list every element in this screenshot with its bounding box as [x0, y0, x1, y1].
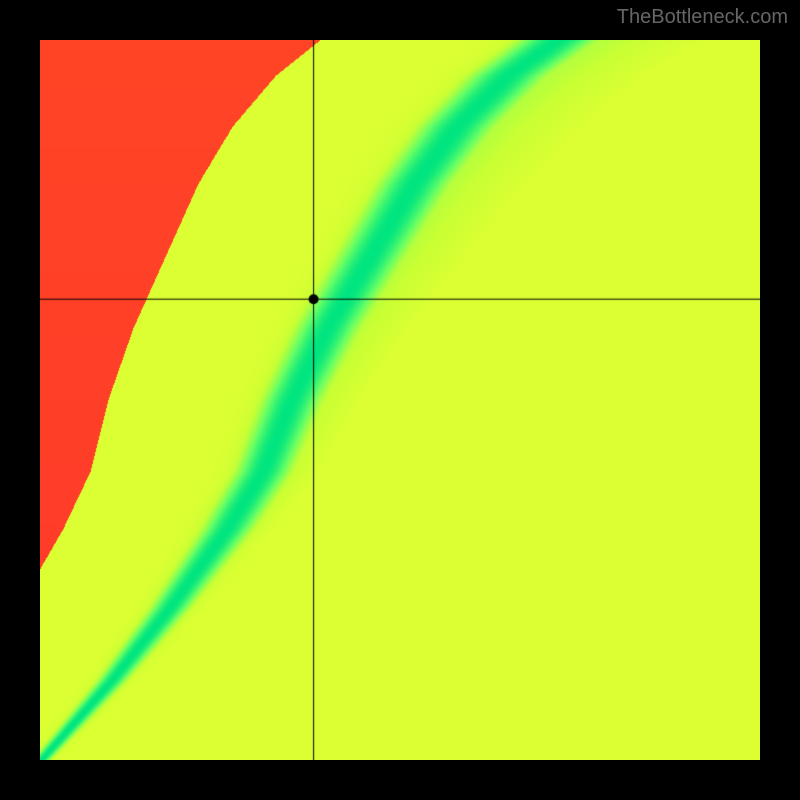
watermark-text: TheBottleneck.com	[617, 6, 788, 29]
heatmap-plot	[40, 40, 760, 760]
heatmap-canvas	[40, 40, 760, 760]
